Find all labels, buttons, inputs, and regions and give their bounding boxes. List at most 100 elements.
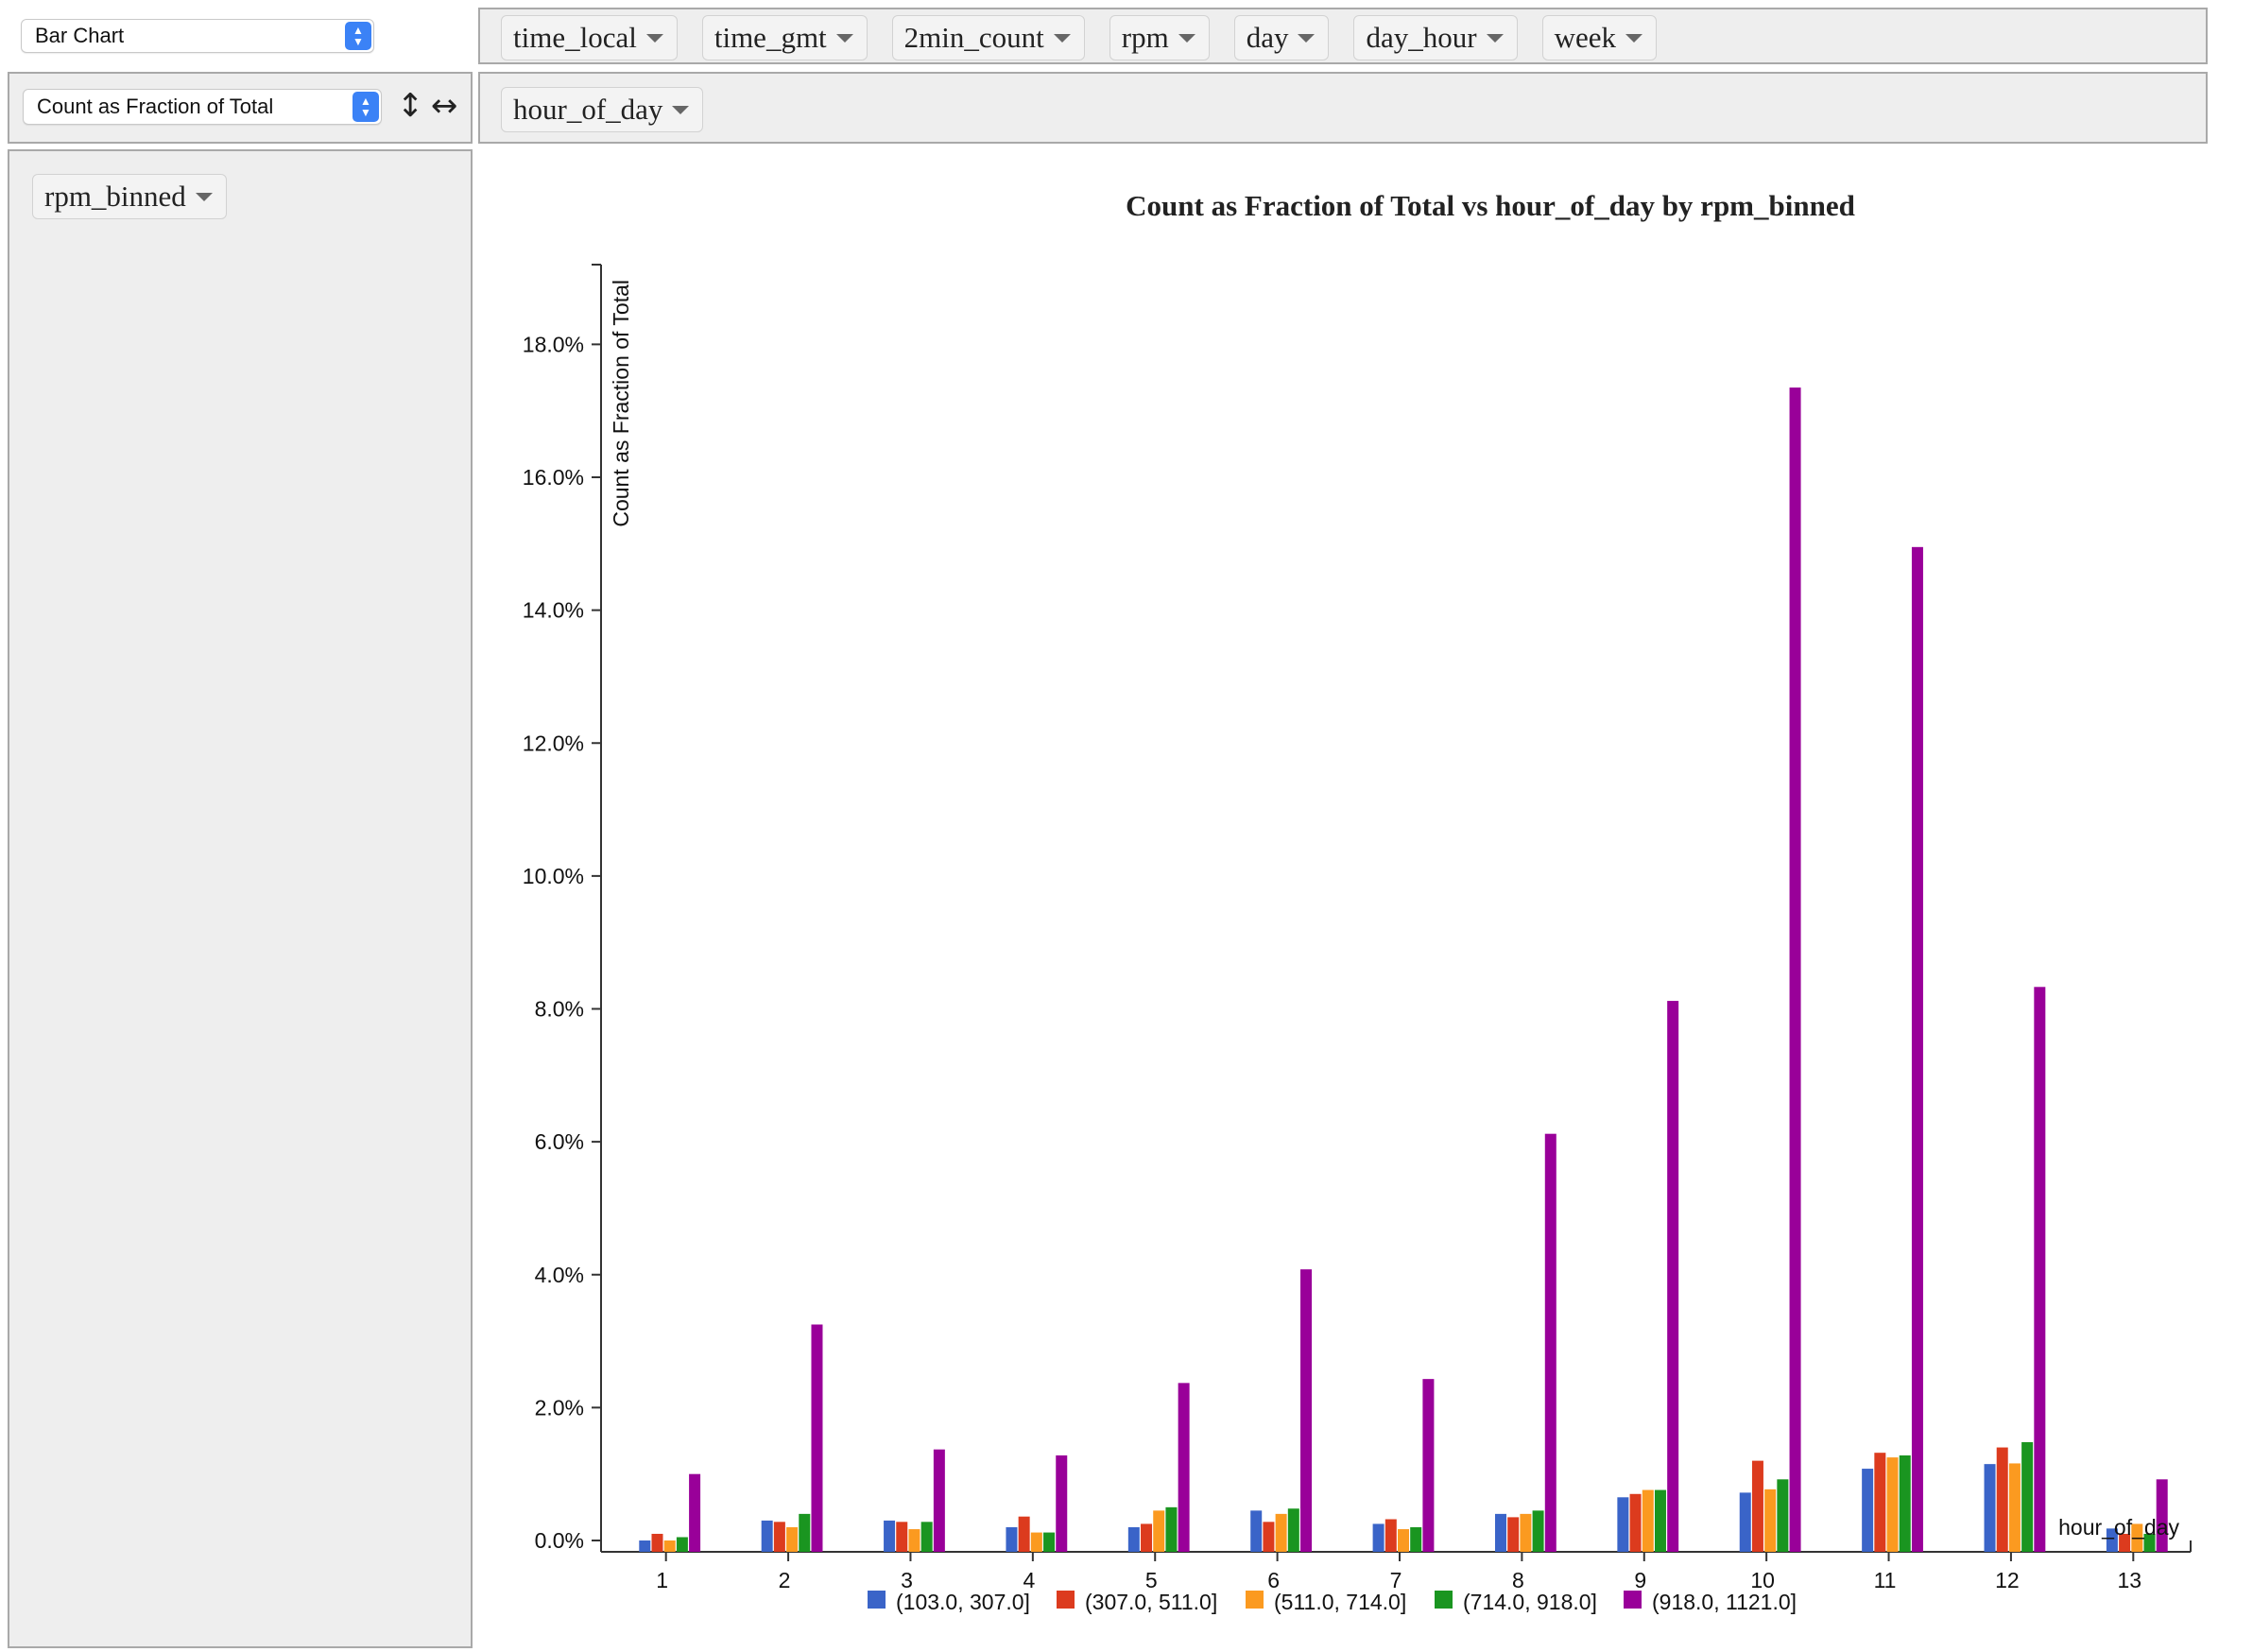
x-tick-label: 11 [1874, 1568, 1897, 1592]
bar [896, 1522, 908, 1552]
bar [1862, 1469, 1874, 1552]
bar [1494, 1513, 1506, 1552]
unused-fields-panel: time_local time_gmt 2min_count rpm day day_ho… [478, 8, 2208, 64]
legend-label: (103.0, 307.0] [896, 1590, 1030, 1614]
caret-down-icon[interactable] [835, 33, 853, 43]
x-tick-label: 5 [1145, 1568, 1158, 1592]
bar [1899, 1455, 1911, 1552]
caret-down-icon[interactable] [1625, 33, 1642, 43]
field-pill-label: rpm [1121, 21, 1169, 54]
field-pill-rpm[interactable]: rpm [1109, 15, 1210, 60]
y-tick-label: 8.0% [535, 997, 584, 1022]
legend-swatch [1057, 1591, 1075, 1609]
bar [639, 1540, 651, 1552]
field-pill-day_hour[interactable]: day_hour [1353, 15, 1518, 60]
field-pill-label: time_local [513, 21, 637, 54]
bar [1911, 546, 1923, 1552]
y-axis-title: Count as Fraction of Total [609, 280, 633, 527]
x-tick-label: 7 [1390, 1568, 1402, 1592]
bar [2021, 1441, 2034, 1552]
caret-down-icon[interactable] [645, 33, 663, 43]
bar [1043, 1532, 1056, 1552]
caret-down-icon[interactable] [195, 192, 213, 201]
caret-down-icon[interactable] [672, 105, 690, 114]
bar [761, 1520, 773, 1552]
row-fields-panel: rpm_binned [8, 149, 473, 1648]
legend-swatch [868, 1591, 886, 1609]
legend-swatch [1624, 1591, 1642, 1609]
bar [1410, 1526, 1422, 1552]
field-pill-label: day_hour [1366, 21, 1477, 54]
select-stepper-icon: ▲ ▼ [353, 92, 379, 122]
chart-title: Count as Fraction of Total vs hour_of_da… [1126, 189, 1855, 222]
bar [1275, 1513, 1287, 1552]
field-pill-day[interactable]: day [1233, 15, 1330, 60]
bar [773, 1522, 785, 1552]
field-pill-time_local[interactable]: time_local [501, 15, 678, 60]
col-fields-panel: hour_of_day [478, 72, 2208, 144]
aggregator-select-value: Count as Fraction of Total [37, 95, 274, 118]
y-tick-label: 12.0% [523, 731, 584, 755]
aggregator-select[interactable]: Count as Fraction of Total ▲ ▼ [23, 89, 382, 125]
bar [1886, 1457, 1899, 1552]
x-tick-label: 10 [1750, 1568, 1775, 1592]
x-tick-label: 6 [1267, 1568, 1280, 1592]
bar [689, 1473, 701, 1552]
bar [1654, 1489, 1666, 1552]
bar [1372, 1523, 1384, 1552]
bar [1250, 1510, 1263, 1552]
bar [1617, 1497, 1629, 1552]
caret-down-icon[interactable] [1486, 33, 1504, 43]
bar [1056, 1455, 1068, 1552]
field-pill-time_gmt[interactable]: time_gmt [701, 15, 868, 60]
col-fields-list: hour_of_day [501, 87, 2206, 132]
bar [663, 1540, 676, 1552]
bar [811, 1324, 823, 1552]
bar [884, 1520, 896, 1552]
x-axis-title: hour_of_day [2058, 1515, 2179, 1540]
row-field-pill-rpm_binned[interactable]: rpm_binned [32, 174, 227, 219]
x-tick-label: 2 [779, 1568, 791, 1592]
bar [1178, 1383, 1190, 1552]
bar [1507, 1517, 1520, 1552]
caret-down-icon[interactable] [1178, 33, 1195, 43]
y-tick-label: 10.0% [523, 864, 584, 888]
row-sort-icon[interactable]: ↕ [397, 87, 424, 125]
bar [676, 1537, 688, 1552]
renderer-select-value: Bar Chart [35, 24, 125, 47]
bar [933, 1449, 945, 1552]
bar [2034, 987, 2046, 1552]
field-pill-label: rpm_binned [44, 180, 186, 213]
y-tick-label: 0.0% [535, 1528, 584, 1553]
x-tick-label: 3 [901, 1568, 913, 1592]
y-tick-label: 14.0% [523, 598, 584, 623]
bar [1398, 1529, 1409, 1552]
x-tick-label: 1 [656, 1568, 668, 1592]
legend-swatch [1435, 1591, 1453, 1609]
bar [1996, 1447, 2008, 1552]
bar [786, 1526, 799, 1552]
legend-label: (511.0, 714.0] [1274, 1590, 1406, 1614]
field-pill-week[interactable]: week [1541, 15, 1657, 60]
bar [1384, 1519, 1397, 1552]
x-tick-label: 4 [1023, 1568, 1035, 1592]
caret-down-icon[interactable] [1298, 33, 1316, 43]
renderer-select[interactable]: Bar Chart ▲ ▼ [21, 19, 374, 53]
bar [1544, 1133, 1556, 1552]
bar [2119, 1533, 2131, 1552]
col-sort-icon[interactable]: ↔ [431, 87, 458, 125]
bar [1422, 1379, 1435, 1552]
field-pill-2min_count[interactable]: 2min_count [891, 15, 1085, 60]
field-pill-label: 2min_count [903, 21, 1044, 54]
field-pill-label: week [1554, 21, 1616, 54]
bar [1532, 1510, 1544, 1552]
bar [2008, 1463, 2021, 1552]
bar [908, 1529, 920, 1552]
bar [2156, 1479, 2168, 1552]
bar [1006, 1526, 1018, 1552]
bar [1141, 1523, 1153, 1552]
bar [920, 1522, 933, 1552]
col-field-pill-hour_of_day[interactable]: hour_of_day [501, 87, 704, 132]
caret-down-icon[interactable] [1053, 33, 1071, 43]
